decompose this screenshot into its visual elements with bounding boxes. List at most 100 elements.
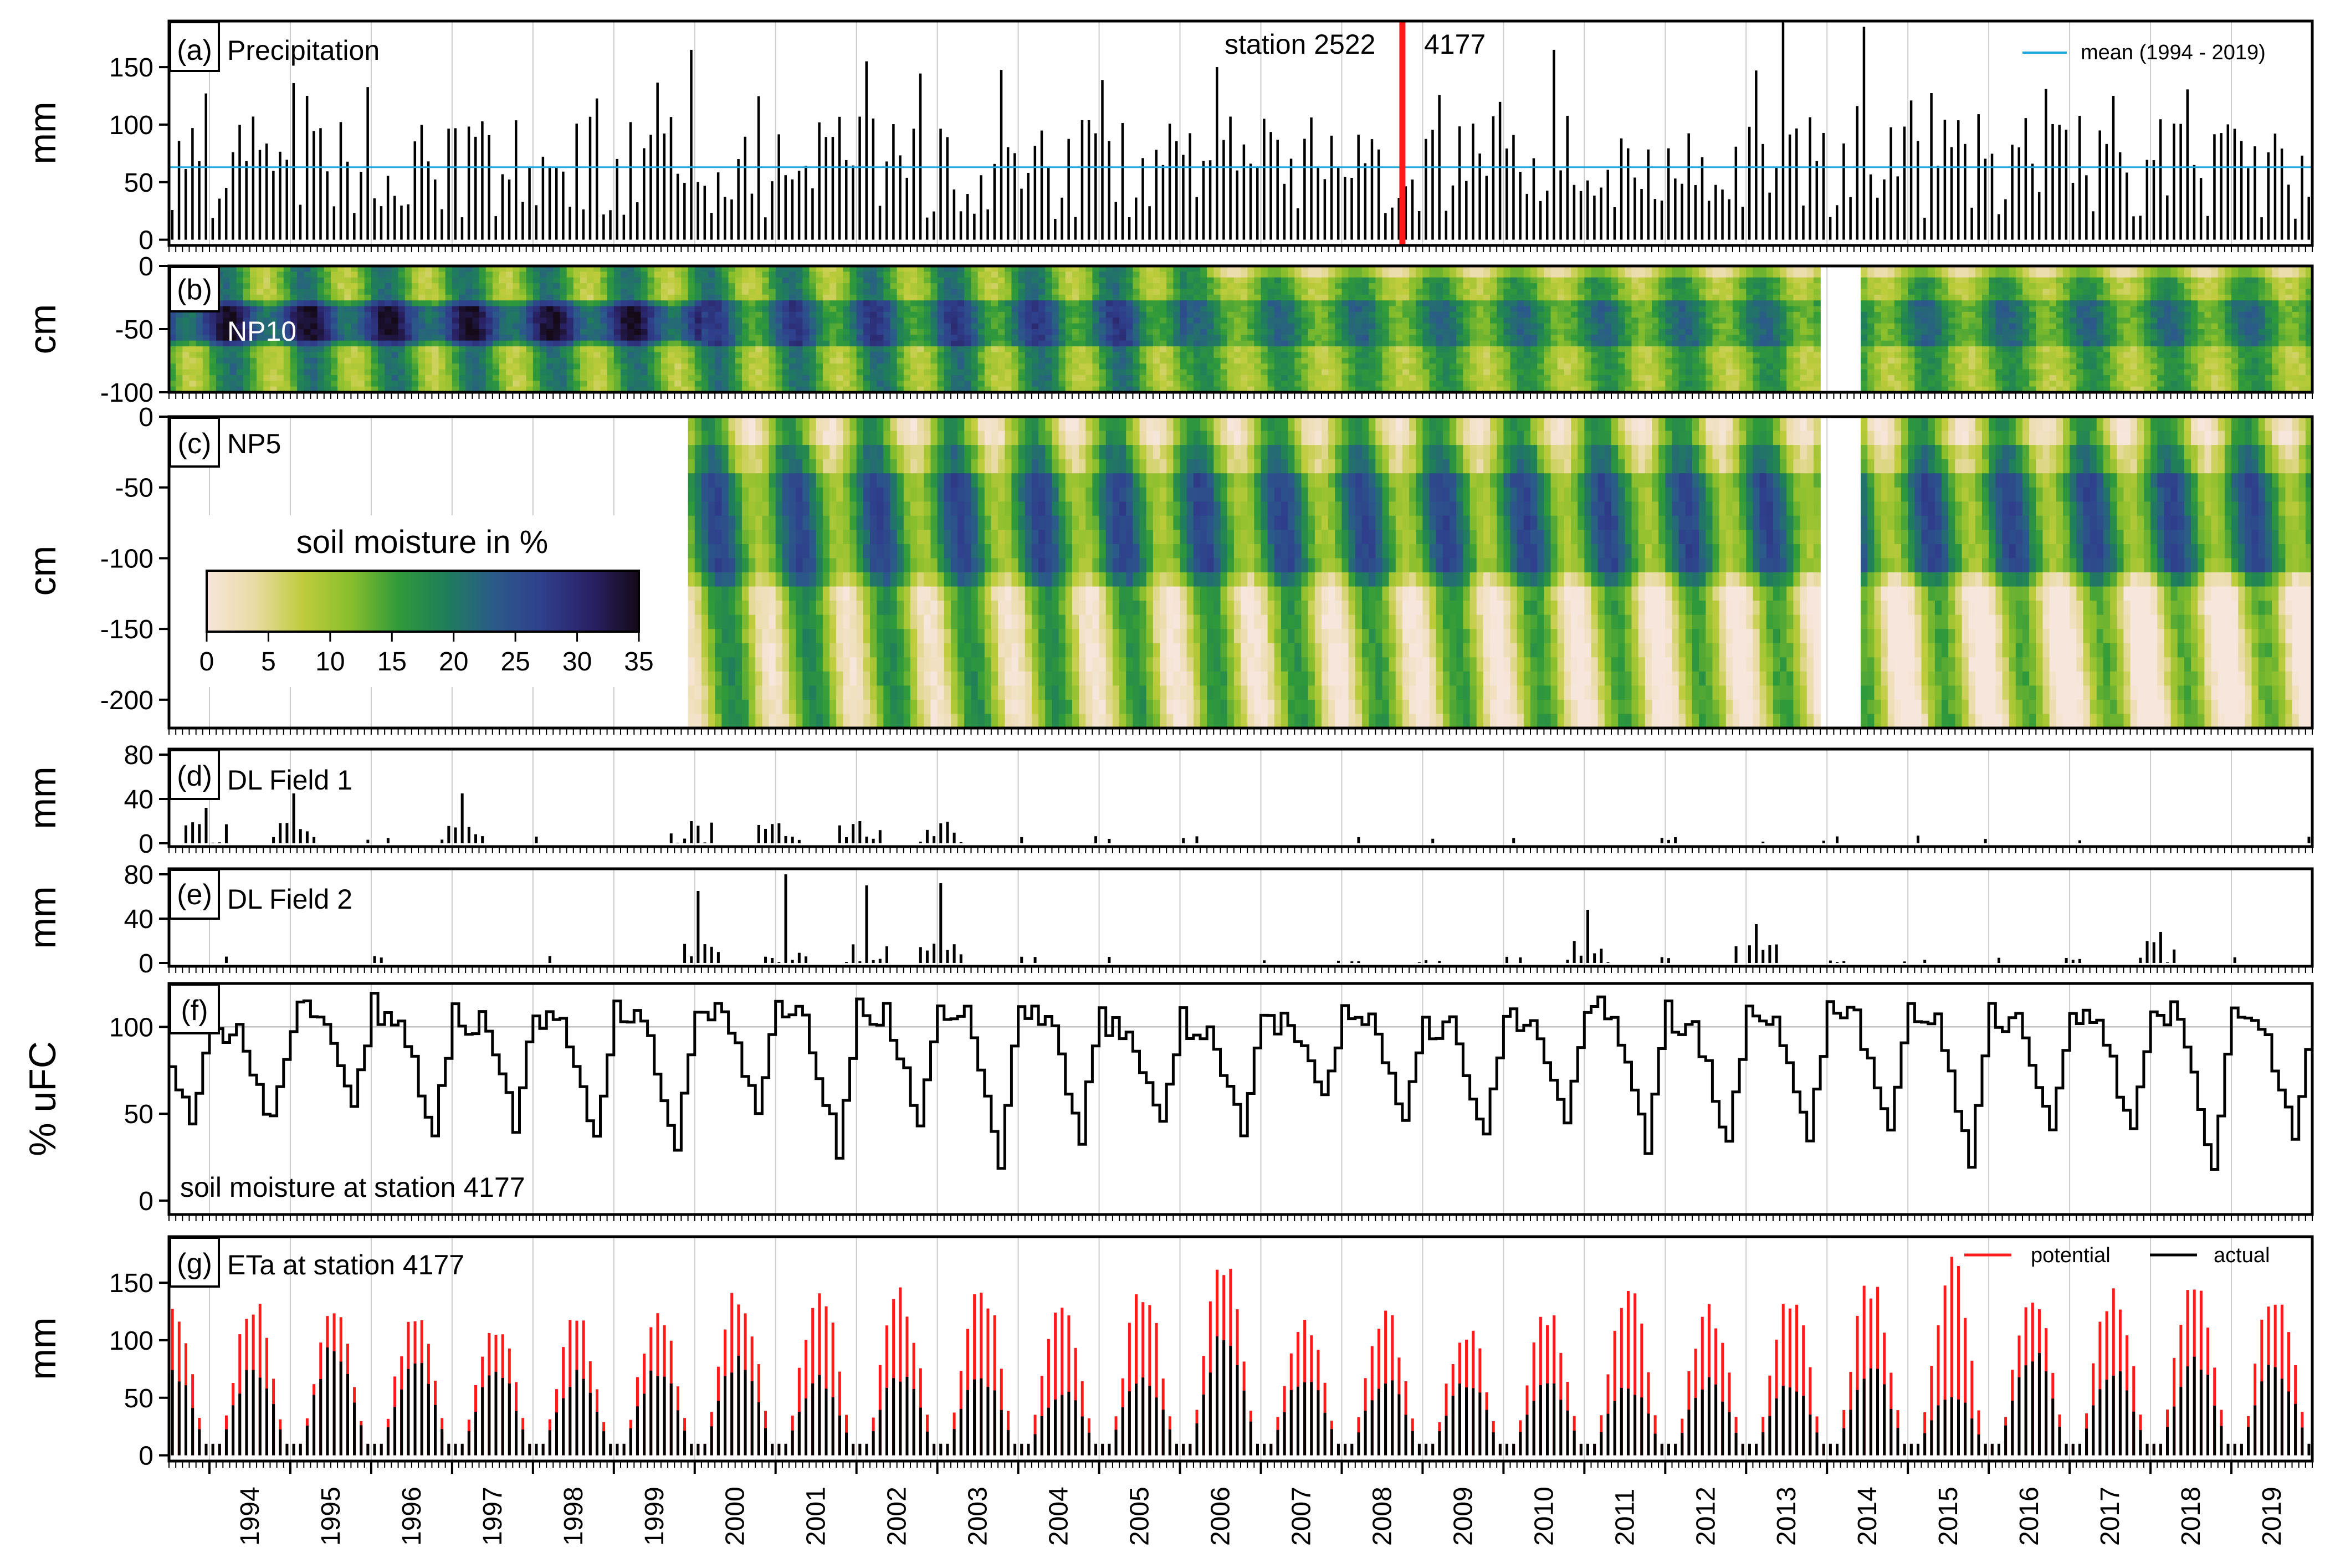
heatmap-cell: [465, 271, 473, 278]
heatmap-cell: [877, 283, 884, 290]
heatmap-cell: [1361, 323, 1369, 330]
heatmap-cell: [1483, 289, 1491, 295]
heatmap-cell: [1288, 329, 1295, 336]
heatmap-cell: [209, 335, 217, 341]
heatmap-cell: [513, 352, 520, 358]
heatmap-cell: [499, 277, 506, 284]
heatmap-cell: [1456, 386, 1464, 393]
heatmap-cell: [452, 357, 459, 364]
heatmap-cell: [681, 375, 689, 382]
heatmap-cell: [749, 323, 756, 330]
heatmap-cell: [910, 266, 918, 273]
heatmap-cell: [1476, 381, 1484, 387]
heatmap-cell: [1490, 352, 1498, 358]
heatmap-cell: [1578, 311, 1585, 319]
heatmap-cell: [391, 311, 399, 319]
heatmap-cell: [371, 289, 378, 295]
heatmap-cell: [1382, 346, 1390, 353]
heatmap-cell: [863, 294, 870, 301]
heatmap-cell: [903, 323, 911, 330]
heatmap-cell: [580, 352, 587, 358]
heatmap-cell: [1052, 340, 1059, 347]
heatmap-cell: [1510, 386, 1518, 393]
heatmap-cell: [506, 277, 514, 284]
heatmap-cell: [1395, 346, 1403, 353]
heatmap-cell: [1369, 283, 1376, 290]
heatmap-cell: [1348, 306, 1356, 312]
heatmap-cell: [802, 386, 810, 393]
heatmap-cell: [1409, 271, 1417, 278]
heatmap-cell: [944, 375, 951, 382]
heatmap-cell: [587, 323, 595, 330]
heatmap-cell: [1092, 340, 1100, 347]
heatmap-cell: [276, 283, 284, 290]
heatmap-cell: [950, 277, 958, 284]
heatmap-cell: [1335, 300, 1343, 307]
heatmap-cell: [741, 271, 749, 278]
heatmap-cell: [209, 317, 217, 324]
heatmap-cell: [735, 266, 742, 273]
heatmap-cell: [1503, 283, 1511, 290]
heatmap-cell: [1335, 352, 1343, 358]
heatmap-cell: [499, 375, 506, 382]
heatmap-cell: [1112, 317, 1120, 324]
heatmap-cell: [1416, 369, 1423, 376]
heatmap-cell: [1483, 375, 1491, 382]
heatmap-cell: [1463, 363, 1471, 370]
heatmap-cell: [1247, 352, 1255, 358]
heatmap-cell: [276, 335, 284, 341]
heatmap-cell: [1031, 335, 1039, 341]
heatmap-cell: [546, 323, 554, 330]
heatmap-cell: [1416, 363, 1423, 370]
heatmap-cell: [1422, 369, 1430, 376]
heatmap-cell: [1604, 386, 1612, 393]
heatmap-cell: [836, 329, 844, 336]
heatmap-cell: [749, 375, 756, 382]
heatmap-cell: [816, 289, 823, 295]
heatmap-cell: [532, 271, 540, 278]
heatmap-cell: [749, 386, 756, 393]
heatmap-cell: [688, 311, 695, 319]
heatmap-cell: [1490, 306, 1498, 312]
heatmap-cell: [1314, 294, 1322, 301]
heatmap-cell: [1233, 381, 1241, 387]
heatmap-cell: [1294, 323, 1302, 330]
heatmap-cell: [1544, 311, 1551, 319]
heatmap-cell: [189, 323, 197, 330]
heatmap-cell: [917, 289, 925, 295]
heatmap-cell: [249, 352, 257, 358]
heatmap-cell: [1173, 294, 1181, 301]
heatmap-cell: [304, 375, 311, 382]
heatmap-cell: [1429, 323, 1437, 330]
heatmap-cell: [749, 277, 756, 284]
heatmap-cell: [337, 357, 345, 364]
heatmap-cell: [364, 300, 372, 307]
heatmap-cell: [452, 294, 459, 301]
heatmap-cell: [977, 375, 985, 382]
heatmap-cell: [526, 271, 534, 278]
heatmap-cell: [1355, 283, 1363, 290]
heatmap-cell: [708, 352, 716, 358]
heatmap-cell: [897, 352, 904, 358]
heatmap-cell: [769, 375, 776, 382]
heatmap-cell: [1631, 277, 1639, 284]
heatmap-cell: [782, 381, 790, 387]
heatmap-cell: [681, 283, 689, 290]
heatmap-cell: [1530, 294, 1538, 301]
heatmap-cell: [1395, 357, 1403, 364]
heatmap-cell: [654, 271, 662, 278]
heatmap-cell: [1267, 369, 1275, 376]
heatmap-cell: [1058, 317, 1066, 324]
heatmap-cell: [1625, 335, 1632, 341]
heatmap-cell: [465, 375, 473, 382]
heatmap-cell: [930, 277, 938, 284]
heatmap-cell: [513, 340, 520, 347]
heatmap-cell: [843, 311, 851, 319]
heatmap-cell: [870, 335, 877, 341]
heatmap-cell: [883, 363, 891, 370]
heatmap-cell: [762, 352, 770, 358]
heatmap-cell: [1503, 340, 1511, 347]
heatmap-cell: [1409, 375, 1417, 382]
heatmap-cell: [290, 323, 298, 330]
heatmap-cell: [1254, 317, 1262, 324]
